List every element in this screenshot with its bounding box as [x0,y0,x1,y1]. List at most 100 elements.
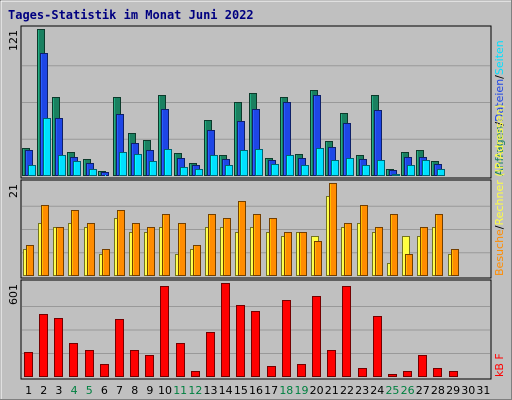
bar-body [100,364,109,377]
bar-besuche [41,205,49,276]
legend-separator: / [493,75,506,79]
bar-body [238,201,246,276]
bar-body [206,332,215,377]
bar-seiten [422,160,430,176]
bar-seiten [225,165,233,176]
bar-body [162,214,170,276]
bar-kb [358,368,367,377]
bar-body [375,227,383,276]
bar-body [267,366,276,377]
bar-seiten [255,149,263,176]
day-label: 6 [101,384,108,397]
bar-seiten [346,158,354,176]
bar-besuche [223,218,231,276]
panel-top-legend: Anfragen/Dateien/Seiten [493,40,506,176]
bar-body [24,352,33,377]
day-label: 21 [325,384,339,397]
day-label: 19 [294,384,308,397]
bar-body [160,286,169,377]
bar-besuche [71,210,79,276]
day-label: 11 [173,384,187,397]
bar-body [362,165,370,176]
bar-body [85,350,94,377]
bar-body [316,148,324,176]
bar-kb [145,355,154,377]
bar-kb [236,305,245,377]
bar-body [26,245,34,276]
bar-seiten [362,165,370,176]
bar-body [451,249,459,276]
day-label: 2 [40,384,47,397]
bar-body [301,165,309,176]
legend-anfragen: Anfragen [493,126,506,176]
panel-bottom-legend: kB F [493,353,506,377]
bar-besuche [87,223,95,276]
bar-kb [312,296,321,377]
bar-besuche [117,210,125,276]
bar-body [346,158,354,176]
bar-seiten [149,161,157,176]
bar-body [147,227,155,276]
bar-kb [69,343,78,377]
bar-seiten [180,167,188,176]
bar-body [195,169,203,176]
bar-body [115,319,124,377]
bar-besuche [132,223,140,276]
bar-kb [418,355,427,377]
bar-body [28,165,36,176]
bar-seiten [377,160,385,176]
bar-kb [327,350,336,377]
bar-body [286,155,294,176]
day-label: 18 [279,384,293,397]
day-label: 30 [461,384,475,397]
bar-kb [54,318,63,377]
bar-besuche [162,214,170,276]
bar-seiten [407,165,415,176]
bar-kb [160,286,169,377]
bar-body [240,150,248,176]
bar-kb [433,368,442,377]
bar-body [435,214,443,276]
legend-dateien: Dateien [493,79,506,122]
bar-body [149,161,157,176]
bar-kb [130,350,139,377]
bar-besuche [253,214,261,276]
day-label: 27 [416,384,430,397]
day-label: 5 [86,384,93,397]
legend-besuche: Besuche [493,229,506,276]
bar-body [403,371,412,377]
chart-title: Tages-Statistik im Monat Juni 2022 [8,8,254,22]
day-label: 29 [446,384,460,397]
bar-body [39,314,48,377]
bar-seiten [119,152,127,176]
bar-body [297,364,306,377]
bar-body [388,374,397,377]
bar-body [437,169,445,176]
panel-middle-max-label: 21 [7,184,20,198]
panel-top-max-label: 121 [7,30,20,51]
day-label: 22 [340,384,354,397]
day-label: 8 [131,384,138,397]
panel-bottom: 601 kB F [7,279,506,380]
day-label: 13 [204,384,218,397]
day-label: 14 [219,384,233,397]
bar-body [132,223,140,276]
bar-body [191,371,200,377]
bar-seiten [210,155,218,176]
day-label: 17 [264,384,278,397]
bar-body [41,205,49,276]
bar-kb [115,319,124,377]
bar-body [390,214,398,276]
bar-kb [282,300,291,377]
bar-besuche [420,227,428,276]
bar-seiten [271,164,279,176]
bar-body [373,316,382,377]
bar-body [130,350,139,377]
day-label: 26 [401,384,415,397]
bar-body [193,245,201,276]
day-label: 23 [355,384,369,397]
bar-kb [403,371,412,377]
bar-body [225,165,233,176]
day-label: 25 [385,384,399,397]
bar-body [223,218,231,276]
